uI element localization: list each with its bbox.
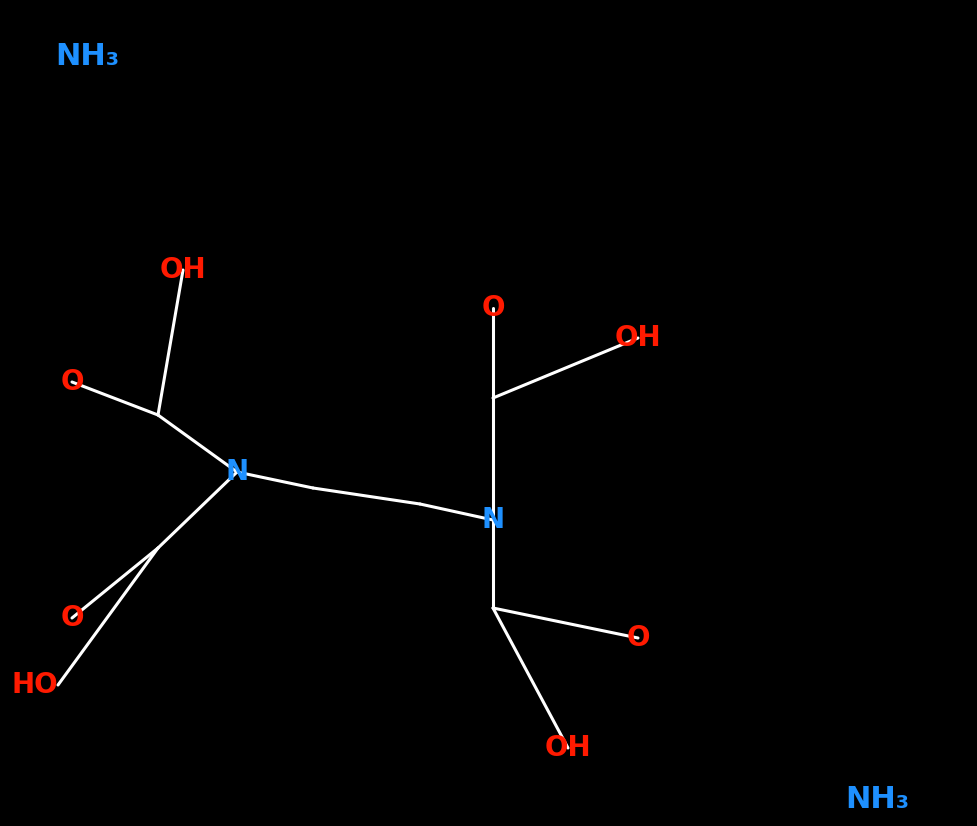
Text: O: O (625, 624, 649, 652)
Text: N: N (226, 458, 248, 486)
Text: O: O (61, 368, 84, 396)
Text: O: O (61, 604, 84, 632)
Text: OH: OH (159, 256, 206, 284)
Text: O: O (481, 294, 504, 322)
Text: N: N (481, 506, 504, 534)
Text: OH: OH (544, 734, 591, 762)
Text: NH₃: NH₃ (55, 42, 119, 71)
Text: HO: HO (12, 671, 58, 699)
Text: OH: OH (615, 324, 660, 352)
Text: NH₃: NH₃ (844, 785, 909, 814)
